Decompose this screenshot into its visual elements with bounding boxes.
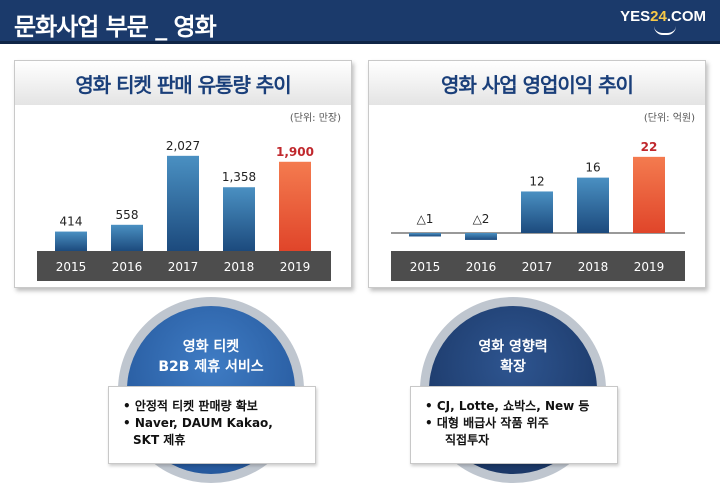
data-label-2016: 558: [116, 208, 139, 222]
data-label-2017: 12: [529, 174, 544, 188]
x-tick-2017: 2017: [522, 260, 553, 274]
bullet-item: SKT 제휴: [133, 433, 186, 447]
logo-smile-icon: [654, 26, 676, 35]
circle-line2: 확장: [500, 359, 526, 375]
data-label-2015: △1: [417, 212, 434, 226]
data-label-2016: △2: [473, 212, 490, 226]
x-tick-2019: 2019: [634, 260, 665, 274]
x-tick-2017: 2017: [168, 260, 199, 274]
bar-2016: [111, 224, 143, 251]
x-tick-2016: 2016: [112, 260, 143, 274]
page-header: 문화사업 부문 _ 영화 YES24.COM: [0, 0, 720, 44]
circle-line1: 영화 티켓: [182, 339, 240, 355]
yes24-logo: YES24.COM: [620, 8, 706, 25]
circle-line2: B2B 제휴 서비스: [158, 359, 264, 375]
data-label-2019: 1,900: [276, 145, 314, 159]
bullet-item: • 안정적 티켓 판매량 확보: [123, 399, 258, 413]
data-label-2015: 414: [60, 215, 83, 229]
bar-2017: [521, 191, 553, 233]
x-tick-2016: 2016: [466, 260, 497, 274]
logo-text-com: .COM: [666, 8, 706, 25]
circle-line1: 영화 영향력: [478, 339, 548, 355]
page-title: 문화사업 부문 _ 영화: [14, 13, 217, 41]
data-label-2019: 22: [641, 140, 658, 154]
chart-unit-label: (단위: 억원): [644, 111, 695, 124]
x-tick-2018: 2018: [578, 260, 609, 274]
chart-title: 영화 티켓 판매 유통량 추이: [75, 73, 291, 97]
influence-details-box: • CJ, Lotte, 쇼박스, New 등 • 대형 배급사 작품 위주 직…: [410, 386, 618, 464]
operating-profit-chart-panel: 영화 사업 영업이익 추이 (단위: 억원) △1 2015 △2 2016 12 2017…: [368, 60, 706, 288]
bar-2015: [55, 231, 87, 251]
bar-2018: [577, 177, 609, 233]
x-axis-band: [391, 251, 685, 281]
bullet-item: • CJ, Lotte, 쇼박스, New 등: [425, 399, 590, 413]
x-tick-2019: 2019: [280, 260, 311, 274]
logo-text-yes: YES: [620, 8, 651, 25]
bullet-item: • 대형 배급사 작품 위주: [425, 416, 549, 430]
bar-2016: [465, 233, 497, 240]
data-label-2017: 2,027: [166, 139, 200, 153]
bar-2019: [633, 156, 665, 233]
ticket-volume-bar-chart: (단위: 만장) 414 2015 558 2016 2,027 2017 1,358 2018…: [37, 111, 341, 281]
chart-title-band: [369, 61, 705, 105]
data-label-2018: 16: [585, 161, 600, 175]
ticket-volume-chart-panel: 영화 티켓 판매 유통량 추이 (단위: 만장) 414 2015 558 2016 2,…: [14, 60, 352, 288]
bullet-item: 직접투자: [445, 433, 490, 447]
bar-2019: [279, 161, 311, 251]
logo-text-24: 24: [650, 8, 667, 25]
bar-2017: [167, 155, 199, 251]
chart-title: 영화 사업 영업이익 추이: [441, 73, 634, 97]
bar-2018: [223, 187, 255, 251]
data-label-2018: 1,358: [222, 170, 256, 184]
x-tick-2018: 2018: [224, 260, 255, 274]
x-axis-band: [37, 251, 331, 281]
b2b-details-box: • 안정적 티켓 판매량 확보 • Naver, DAUM Kakao, SKT…: [108, 386, 316, 464]
x-tick-2015: 2015: [56, 260, 87, 274]
chart-title-band: [15, 61, 351, 105]
operating-profit-bar-chart: (단위: 억원) △1 2015 △2 2016 12 2017 16 2018 22 2019: [391, 111, 695, 281]
bar-2015: [409, 233, 441, 237]
chart-unit-label: (단위: 만장): [290, 111, 341, 124]
bullet-item: • Naver, DAUM Kakao,: [123, 416, 273, 430]
x-tick-2015: 2015: [410, 260, 441, 274]
